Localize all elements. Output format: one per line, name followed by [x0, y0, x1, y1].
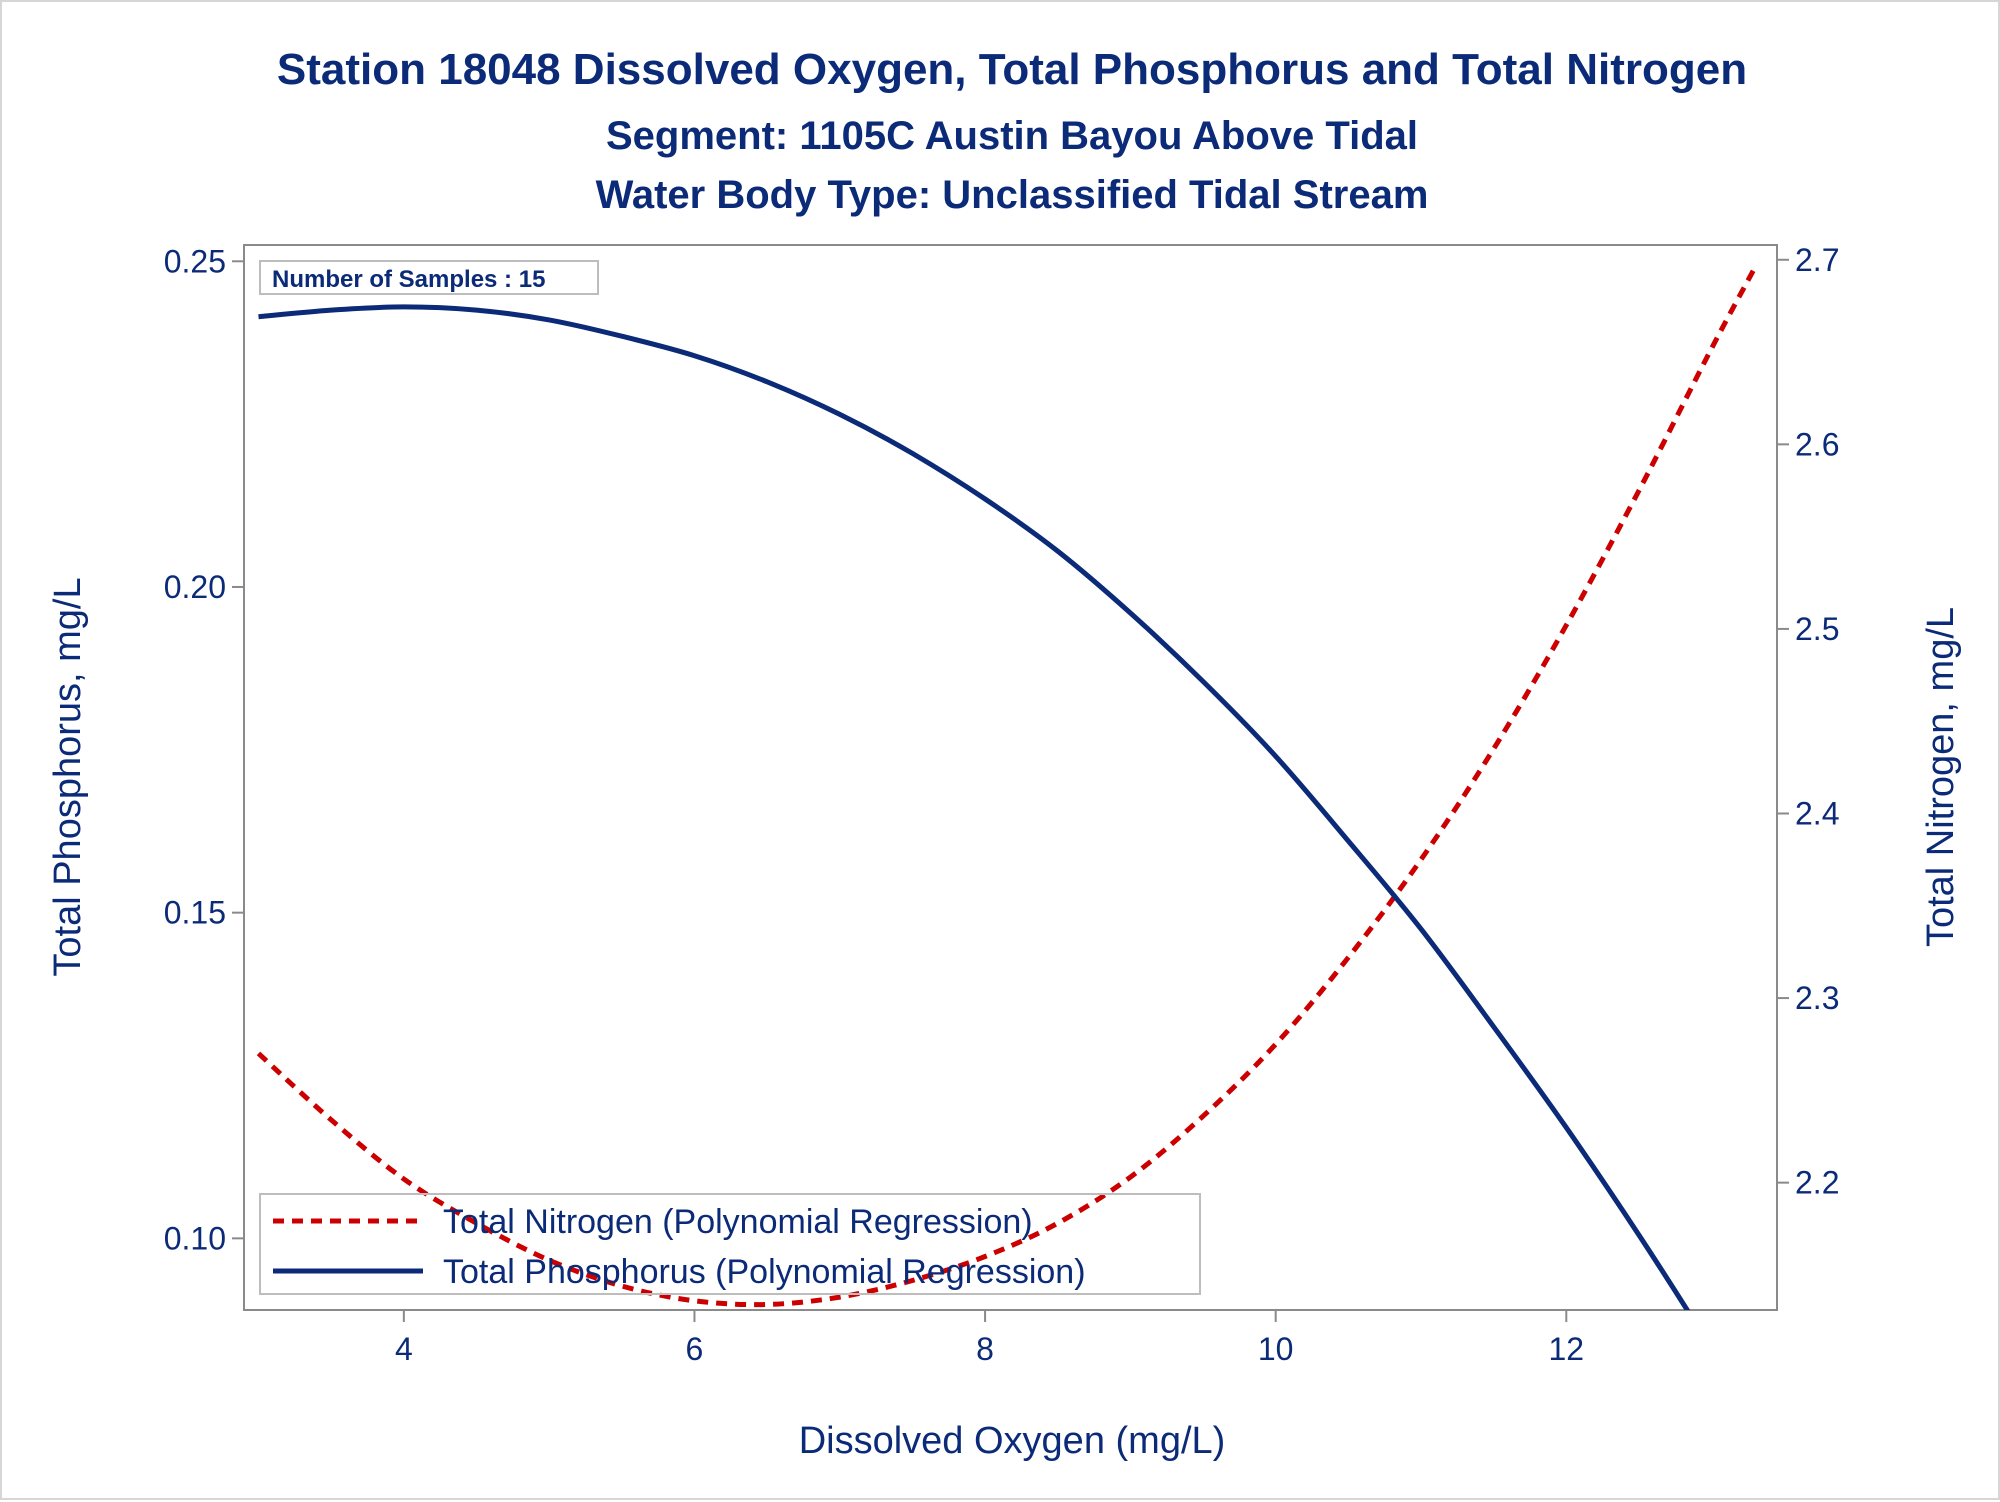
chart-title: Station 18048 Dissolved Oxygen, Total Ph… [277, 45, 1747, 94]
y-right-tick-label: 2.6 [1795, 426, 1839, 462]
y-right-tick-label: 2.2 [1795, 1165, 1839, 1201]
x-tick-label: 8 [976, 1331, 994, 1367]
legend: Total Nitrogen (Polynomial Regression) To… [259, 1193, 1201, 1295]
y-left-axis-ticks: 0.10 0.15 0.20 0.25 [164, 243, 244, 1256]
total-nitrogen-line [256, 265, 1758, 1308]
y-right-tick-label: 2.4 [1795, 795, 1839, 831]
y-right-tick-label: 2.7 [1795, 242, 1839, 278]
y-right-tick-label: 2.3 [1795, 980, 1839, 1016]
series-layer [256, 265, 1758, 1310]
legend-box [259, 1193, 1201, 1295]
y-left-tick-label: 0.20 [164, 569, 226, 605]
y-right-axis-ticks: 2.2 2.3 2.4 2.5 2.6 2.7 [1777, 242, 1839, 1201]
x-tick-label: 4 [395, 1331, 413, 1367]
sample-count-box: Number of Samples : 15 [259, 260, 599, 295]
x-tick-label: 12 [1549, 1331, 1585, 1367]
total-phosphorus-line [258, 304, 1691, 1310]
y-left-tick-label: 0.10 [164, 1220, 226, 1256]
sample-count-label: Number of Samples : 15 [272, 266, 545, 293]
y-right-tick-label: 2.5 [1795, 611, 1839, 647]
legend-entry-label: Total Nitrogen (Polynomial Regression) [443, 1203, 1033, 1241]
x-tick-label: 10 [1258, 1331, 1294, 1367]
y-left-axis-label: Total Phosphorus, mg/L [47, 577, 89, 976]
y-right-axis-label: Total Nitrogen, mg/L [1920, 607, 1962, 947]
x-axis-label: Dissolved Oxygen (mg/L) [799, 1420, 1226, 1462]
plot-area [243, 244, 1778, 1311]
y-left-tick-label: 0.25 [164, 243, 226, 279]
chart-subtitle: Segment: 1105C Austin Bayou Above Tidal [606, 114, 1418, 158]
legend-entry-label: Total Phosphorus (Polynomial Regression) [443, 1253, 1086, 1291]
y-left-tick-label: 0.15 [164, 895, 226, 931]
x-axis-ticks: 4 6 8 10 12 [395, 1310, 1584, 1367]
chart-subtitle-2: Water Body Type: Unclassified Tidal Stre… [596, 173, 1429, 217]
x-tick-label: 6 [686, 1331, 704, 1367]
